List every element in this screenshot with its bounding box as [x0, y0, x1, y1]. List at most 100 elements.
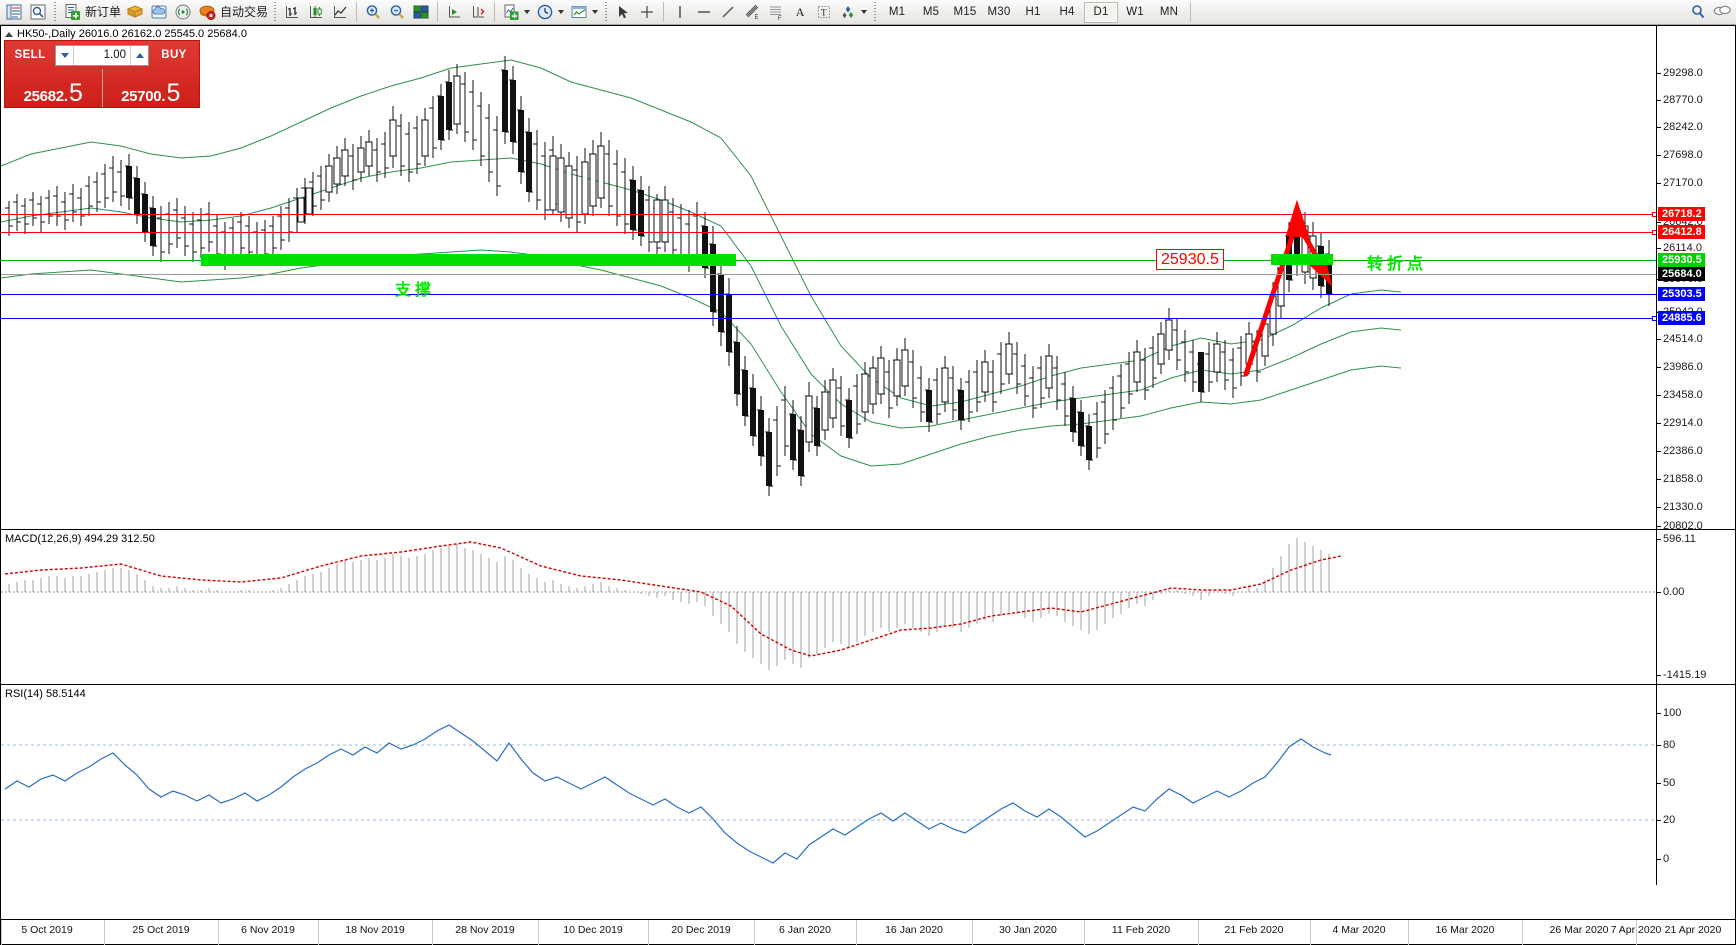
price-tick: 22386.0 [1663, 445, 1703, 457]
macd-pane[interactable]: MACD(12,26,9) 494.29 312.50 596.11 0.00 … [1, 529, 1736, 685]
macd-axis-line [1656, 530, 1657, 685]
data-window-icon[interactable] [26, 1, 50, 23]
price-level-label-support-2[interactable]: 24885.6 [1658, 311, 1705, 325]
rsi-pane[interactable]: RSI(14) 58.5144 100 80 50 20 0 [1, 684, 1736, 885]
timeframe-m15[interactable]: M15 [953, 6, 977, 18]
toolbar-divider [663, 2, 665, 22]
price-tick: 23986.0 [1663, 361, 1703, 373]
buy-price-separator: . [161, 88, 166, 105]
text-icon[interactable]: A [795, 4, 805, 19]
price-level-label-resistance-2[interactable]: 26412.8 [1658, 225, 1705, 239]
timeframe-mn[interactable]: MN [1159, 6, 1179, 18]
volume-stepper[interactable]: 1.00 [55, 44, 149, 66]
support-zone-band-left[interactable] [201, 254, 736, 266]
text-label-icon[interactable]: T [812, 1, 836, 23]
market-watch-icon[interactable] [2, 1, 26, 23]
macd-plot-area[interactable] [1, 530, 1656, 684]
price-plot-area[interactable]: 支撑 转折点 25930.5 [1, 26, 1656, 529]
price-level-label-resistance-1[interactable]: 26718.2 [1658, 207, 1705, 221]
volume-dropdown-icon[interactable] [56, 45, 74, 65]
svg-text:F: F [778, 16, 782, 21]
candlestick-chart-icon[interactable] [304, 1, 328, 23]
support-line-24885[interactable] [1, 316, 1656, 321]
sell-button[interactable]: SELL [14, 49, 46, 61]
line-handle[interactable] [1652, 230, 1656, 235]
zoom-in-icon[interactable] [361, 1, 385, 23]
autotrading-icon[interactable] [195, 1, 219, 23]
cursor-icon[interactable] [611, 1, 635, 23]
resistance-line-26412[interactable] [1, 230, 1656, 235]
time-tick: 16 Mar 2020 [1435, 924, 1495, 936]
templates-icon[interactable] [567, 1, 591, 23]
crosshair-icon[interactable] [635, 1, 659, 23]
price-pane[interactable]: HK50-,Daily 26016.0 26162.0 25545.0 2568… [1, 26, 1736, 532]
line-chart-icon[interactable] [328, 1, 352, 23]
search-icon[interactable] [1686, 1, 1710, 23]
timeframe-h4[interactable]: H4 [1059, 6, 1075, 18]
timeframe-m5[interactable]: M5 [922, 6, 940, 18]
chart-window[interactable]: HK50-,Daily 26016.0 26162.0 25545.0 2568… [0, 25, 1736, 945]
zoom-out-icon[interactable] [385, 1, 409, 23]
support-line-25303[interactable] [1, 294, 1656, 295]
price-chart-svg [1, 56, 1402, 496]
bar-chart-icon[interactable] [280, 1, 304, 23]
templates-dropdown-caret[interactable] [592, 10, 599, 14]
indicators-icon[interactable] [499, 1, 523, 23]
buy-price[interactable]: 25700 . 5 [103, 69, 200, 107]
collapse-arrow-icon[interactable] [5, 32, 13, 37]
volume-increment-icon[interactable] [130, 45, 148, 65]
time-tick: 10 Dec 2019 [563, 924, 623, 936]
macd-tick: 596.11 [1663, 533, 1696, 545]
period-dropdown-caret[interactable] [558, 10, 565, 14]
timeframe-m30[interactable]: M30 [987, 6, 1011, 18]
price-axis-line [1656, 26, 1657, 529]
rsi-svg [1, 724, 1656, 864]
clock-icon[interactable] [533, 1, 557, 23]
expert-advisors-icon[interactable] [123, 1, 147, 23]
timeframe-h1[interactable]: H1 [1025, 6, 1041, 18]
time-tick: 21 Apr 2020 [1664, 924, 1722, 936]
rsi-plot-area[interactable] [1, 685, 1656, 884]
volume-input[interactable]: 1.00 [103, 49, 126, 61]
price-annotation-box[interactable]: 25930.5 [1156, 249, 1224, 270]
timeframe-w1[interactable]: W1 [1126, 6, 1144, 18]
new-order-label[interactable]: 新订单 [85, 5, 122, 19]
fibonacci-icon[interactable]: F [764, 1, 788, 23]
price-level-label-support-green[interactable]: 25930.5 [1658, 253, 1705, 267]
sell-price-integer: 25682 [23, 88, 65, 105]
timeframe-d1[interactable]: D1 [1084, 1, 1119, 23]
autotrading-label[interactable]: 自动交易 [220, 5, 269, 19]
horizontal-line-icon[interactable] [692, 1, 716, 23]
new-order-icon[interactable] [60, 1, 84, 23]
sell-price[interactable]: 25682 . 5 [5, 69, 102, 107]
line-handle[interactable] [1652, 212, 1656, 217]
chat-icon[interactable] [1710, 1, 1734, 23]
equidistant-channel-icon[interactable]: E [740, 1, 764, 23]
resistance-line-26718[interactable] [1, 212, 1656, 217]
time-axis[interactable]: 5 Oct 2019 25 Oct 2019 6 Nov 2019 18 Nov… [1, 919, 1736, 945]
mql5-community-icon[interactable] [147, 1, 171, 23]
one-click-trading-panel[interactable]: SELL 1.00 BUY 25682 . 5 [4, 40, 200, 108]
toolbar-divider [1190, 2, 1192, 22]
indicators-dropdown-caret[interactable] [524, 10, 531, 14]
shapes-dropdown-caret[interactable] [861, 10, 868, 14]
auto-scroll-icon[interactable] [442, 1, 466, 23]
support-zone-band-right[interactable] [1271, 254, 1333, 265]
signals-icon[interactable] [171, 1, 195, 23]
price-axis-labels[interactable]: 29298.0 28770.0 28242.0 27698.0 27170.0 … [1657, 26, 1736, 532]
rsi-title: RSI(14) 58.5144 [5, 688, 86, 700]
price-tick: 22914.0 [1663, 417, 1703, 429]
chart-shift-icon[interactable] [466, 1, 490, 23]
shapes-icon[interactable] [836, 1, 860, 23]
current-price-label: 25684.0 [1658, 267, 1705, 281]
line-handle[interactable] [1652, 316, 1656, 321]
trendline-icon[interactable] [716, 1, 740, 23]
timeframe-m1[interactable]: M1 [888, 6, 906, 18]
price-level-label-support-1[interactable]: 25303.5 [1658, 287, 1705, 301]
toolbar-separator [873, 2, 878, 22]
toolbar-separator [273, 2, 278, 22]
vertical-line-icon[interactable] [668, 1, 692, 23]
tile-windows-icon[interactable] [409, 1, 433, 23]
support-line-25930[interactable] [1, 260, 1656, 261]
buy-button[interactable]: BUY [161, 49, 187, 61]
